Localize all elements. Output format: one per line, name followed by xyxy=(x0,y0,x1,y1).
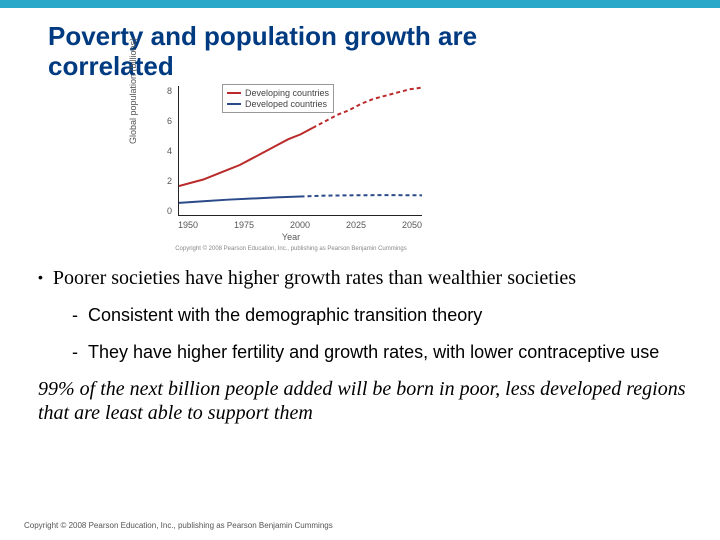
chart-xlabel: Year xyxy=(156,232,426,242)
y-tick: 6 xyxy=(167,116,172,126)
legend-swatch xyxy=(227,92,241,94)
chart-x-axis: 1950 1975 2000 2025 2050 xyxy=(178,220,422,230)
y-tick: 0 xyxy=(167,206,172,216)
copyright-text: Copyright © 2008 Pearson Education, Inc.… xyxy=(24,521,333,530)
bullet-text: They have higher fertility and growth ra… xyxy=(88,341,659,364)
legend-swatch xyxy=(227,103,241,105)
x-tick: 1975 xyxy=(234,220,254,230)
bullet-marker: • xyxy=(38,266,43,290)
population-chart: Global population (billions) 8 6 4 2 0 D… xyxy=(156,78,426,244)
legend-label: Developed countries xyxy=(245,99,327,109)
closing-statement: 99% of the next billion people added wil… xyxy=(38,377,686,425)
y-tick: 4 xyxy=(167,146,172,156)
chart-legend: Developing countries Developed countries xyxy=(222,84,334,113)
list-item: • Poorer societies have higher growth ra… xyxy=(38,266,686,290)
x-tick: 2025 xyxy=(346,220,366,230)
y-tick: 8 xyxy=(167,86,172,96)
bullet-marker: - xyxy=(72,341,78,364)
bullet-list: • Poorer societies have higher growth ra… xyxy=(38,266,686,425)
list-item: - Consistent with the demographic transi… xyxy=(72,304,686,327)
x-tick: 2000 xyxy=(290,220,310,230)
x-tick: 2050 xyxy=(402,220,422,230)
accent-bar xyxy=(0,0,720,8)
chart-credit: Copyright © 2008 Pearson Education, Inc.… xyxy=(156,246,426,252)
chart-ylabel: Global population (billions) xyxy=(128,38,138,144)
bullet-text: Consistent with the demographic transiti… xyxy=(88,304,482,327)
y-tick: 2 xyxy=(167,176,172,186)
bullet-marker: - xyxy=(72,304,78,327)
legend-item: Developed countries xyxy=(227,99,329,109)
legend-label: Developing countries xyxy=(245,88,329,98)
list-item: - They have higher fertility and growth … xyxy=(72,341,686,364)
chart-y-axis: 8 6 4 2 0 xyxy=(150,86,172,216)
legend-item: Developing countries xyxy=(227,88,329,98)
x-tick: 1950 xyxy=(178,220,198,230)
bullet-text: Poorer societies have higher growth rate… xyxy=(53,266,576,290)
page-title: Poverty and population growth are correl… xyxy=(48,22,548,82)
